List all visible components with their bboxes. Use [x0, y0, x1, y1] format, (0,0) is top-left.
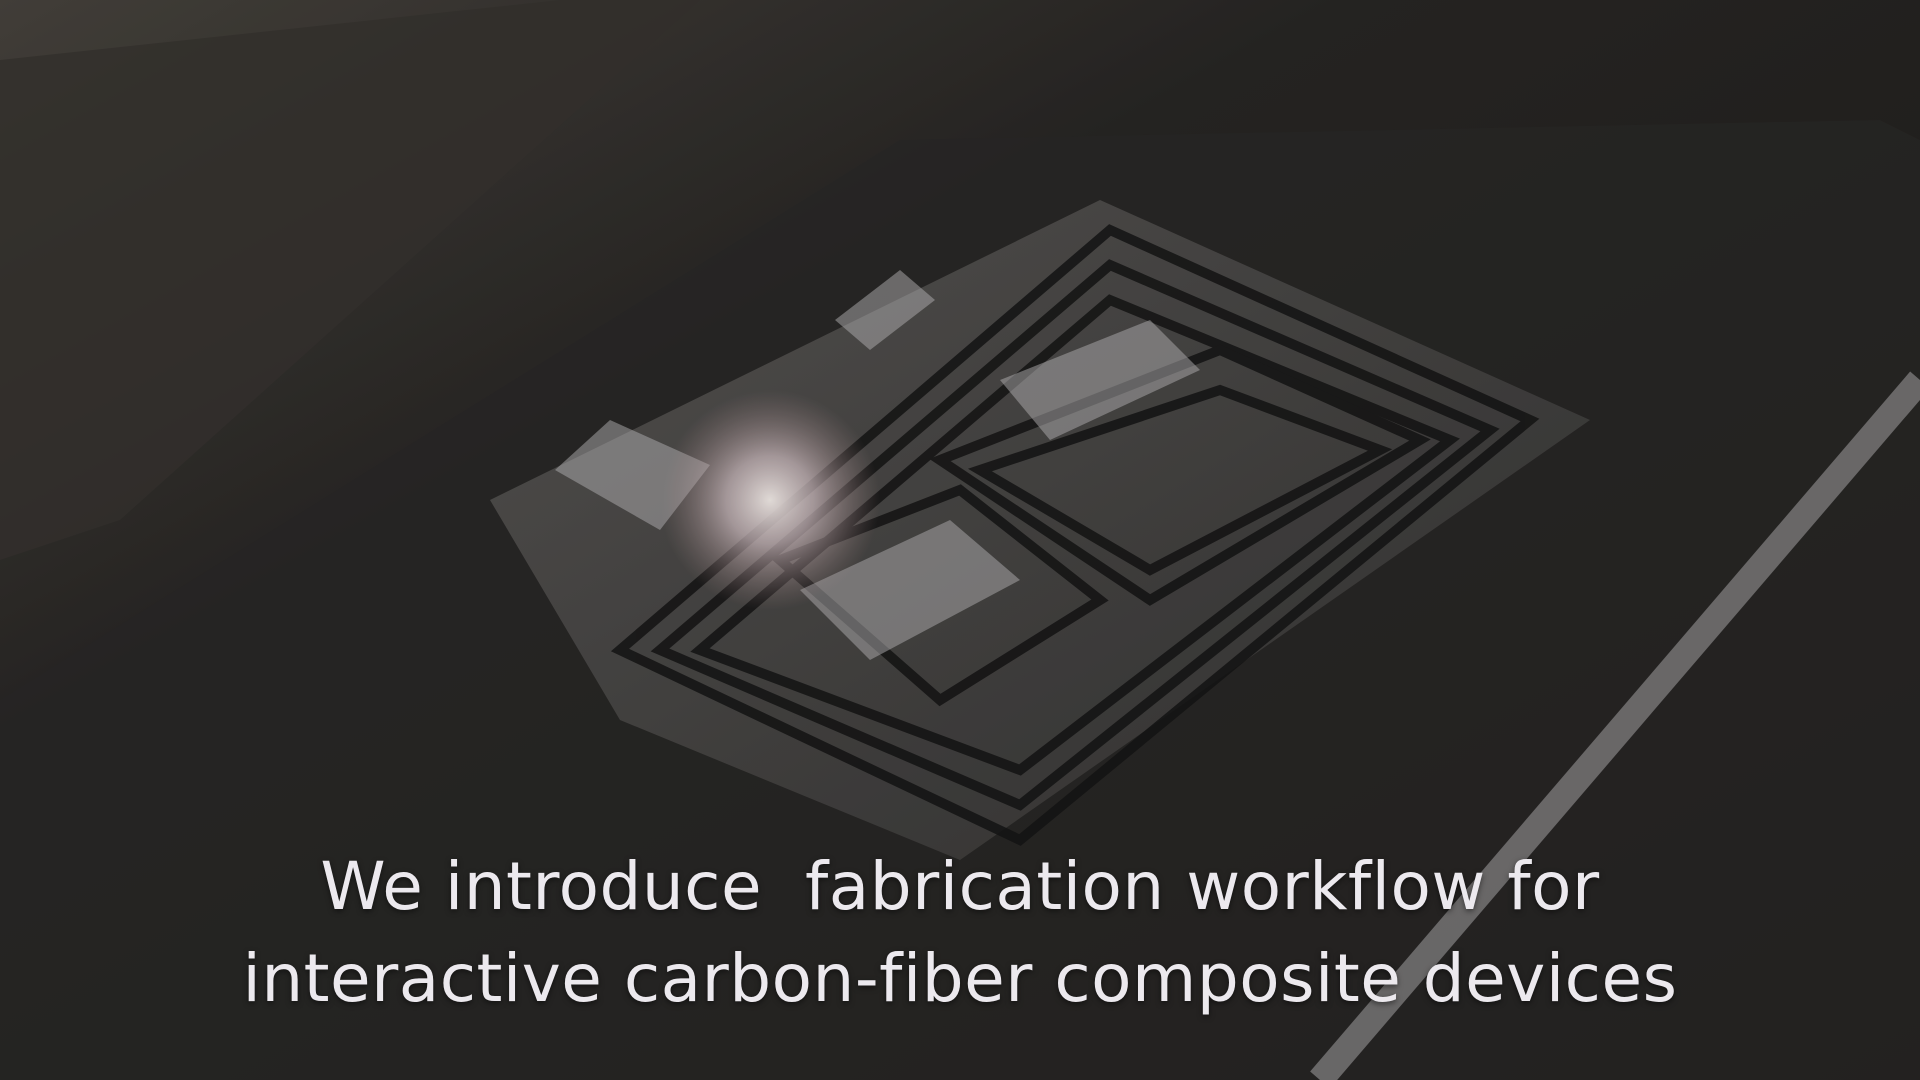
caption-line: interactive carbon-fiber composite devic…	[242, 940, 1678, 1017]
rail	[0, 0, 700, 560]
laser-glow	[660, 390, 880, 610]
caption-line: We introduce fabrication workflow for	[320, 848, 1600, 925]
light-streak	[1310, 371, 1920, 1080]
